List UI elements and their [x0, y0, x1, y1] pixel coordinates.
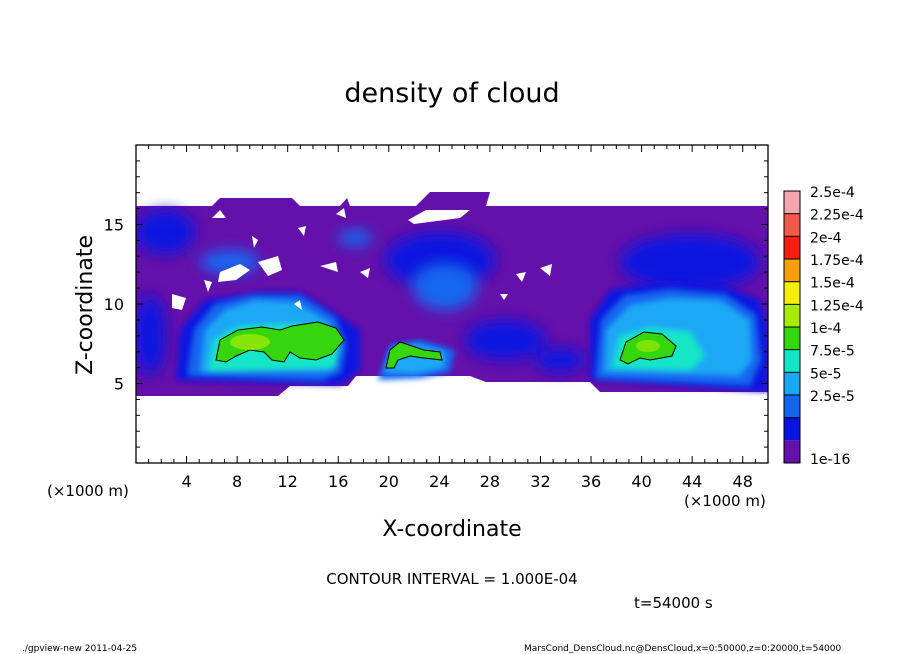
y-tick-label: 10 [104, 295, 124, 314]
colorbar-swatch [784, 236, 800, 259]
x-unit-label-left: (×1000 m) [47, 482, 129, 500]
colorbar-label: 2.5e-5 [810, 389, 855, 405]
colorbar-swatch [784, 327, 800, 350]
colorbar-label: 1.5e-4 [810, 276, 855, 292]
field-level-1.25e-4 [636, 340, 660, 352]
contour-interval-label: CONTOUR INTERVAL = 1.000E-04 [326, 570, 577, 588]
colorbar-swatch [784, 372, 800, 395]
colorbar-label: 2.5e-4 [810, 185, 855, 201]
colorbar-swatch [784, 213, 800, 237]
colorbar-label: 2e-4 [810, 230, 842, 246]
chart-title: density of cloud [344, 78, 559, 109]
x-axis-title: X-coordinate [382, 517, 521, 542]
colorbar-swatch [784, 304, 800, 327]
field-level-2.5e-5 [136, 210, 760, 375]
y-axis: 5 10 15 [104, 160, 768, 448]
y-tick-label: 15 [104, 216, 124, 235]
x-tick-label: 4 [181, 472, 191, 491]
field-level-1.25e-4 [230, 334, 270, 350]
y-tick-label: 5 [114, 375, 124, 394]
y-axis-title: Z-coordinate [73, 235, 98, 375]
colorbar-swatch [784, 191, 800, 214]
x-tick-label: 24 [429, 472, 449, 491]
colorbar-swatch [784, 259, 800, 282]
colorbar-swatch [784, 395, 800, 418]
x-tick-label: 32 [530, 472, 550, 491]
x-tick-label: 28 [480, 472, 500, 491]
x-tick-label: 20 [379, 472, 399, 491]
colorbar-label: 1.75e-4 [810, 253, 864, 269]
colorbar-label: 1.25e-4 [810, 298, 864, 314]
colorbar-swatch [784, 281, 800, 305]
density-field [136, 192, 768, 396]
footer-left: ./gpview-new 2011-04-25 [22, 644, 137, 654]
field-level-1e-4 [385, 341, 443, 369]
colorbar-label: 1e-4 [810, 321, 842, 337]
colorbar-swatch [784, 349, 800, 373]
x-tick-label: 12 [278, 472, 298, 491]
colorbar: 2.5e-4 2.25e-4 2e-4 1.75e-4 1.5e-4 1.25e-4 1e-… [783, 185, 864, 468]
x-tick-label: 48 [733, 472, 753, 491]
x-tick-label: 16 [328, 472, 348, 491]
field-level-1e-4 [215, 321, 345, 363]
x-tick-label: 44 [682, 472, 702, 491]
colorbar-swatch [784, 440, 800, 463]
x-tick-label: 36 [581, 472, 601, 491]
x-unit-label-right: (×1000 m) [684, 492, 766, 510]
footer-right: MarsCond_DensCloud.nc@DensCloud,x=0:5000… [524, 644, 841, 654]
colorbar-label: 2.25e-4 [810, 208, 864, 224]
colorbar-swatch [784, 417, 800, 441]
missing-data-gaps [172, 208, 552, 310]
colorbar-label: 7.5e-5 [810, 344, 855, 360]
x-axis: 4 8 12 16 20 24 28 32 36 40 44 48 [148, 145, 756, 491]
time-label: t=54000 s [634, 594, 713, 612]
x-tick-label: 8 [232, 472, 242, 491]
x-tick-label: 40 [631, 472, 651, 491]
colorbar-label: 1e-16 [810, 452, 850, 468]
colorbar-label: 5e-5 [810, 366, 841, 382]
